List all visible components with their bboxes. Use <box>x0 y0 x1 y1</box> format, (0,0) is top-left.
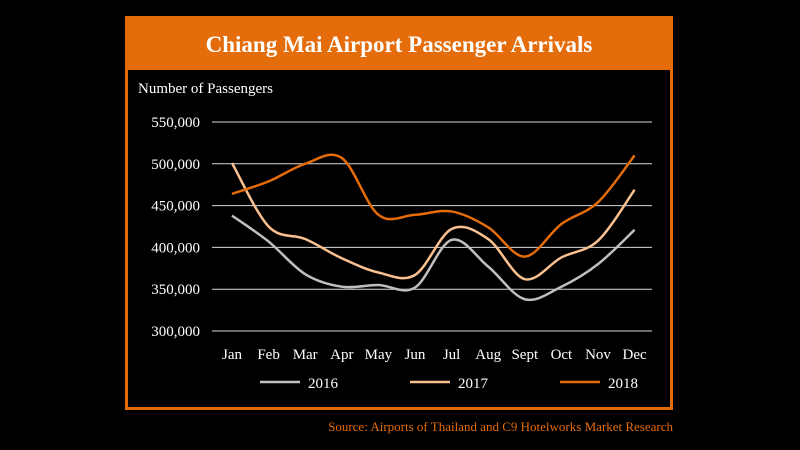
series-line-2016 <box>231 214 636 302</box>
x-tick-label: Jun <box>405 347 426 363</box>
y-tick-label: 550,000 <box>151 115 200 131</box>
legend-label-2017: 2017 <box>458 376 489 392</box>
y-tick-label: 400,000 <box>151 240 200 256</box>
x-tick-label: Aug <box>475 347 501 363</box>
x-tick-label: Mar <box>293 347 318 363</box>
legend-label-2016: 2016 <box>308 376 339 392</box>
x-tick-label: Apr <box>330 347 353 363</box>
legend-label-2018: 2018 <box>608 376 638 392</box>
y-tick-label: 500,000 <box>151 157 200 173</box>
x-tick-label: Dec <box>623 347 647 363</box>
y-tick-label: 350,000 <box>151 282 200 298</box>
x-tick-label: Jan <box>222 347 242 363</box>
x-tick-label: Oct <box>551 347 573 363</box>
source-note: Source: Airports of Thailand and C9 Hote… <box>328 419 673 434</box>
x-tick-label: May <box>365 347 393 363</box>
chart-title: Chiang Mai Airport Passenger Arrivals <box>128 19 670 70</box>
x-tick-label: Feb <box>257 347 280 363</box>
x-tick-label: Nov <box>585 347 611 363</box>
x-tick-label: Sept <box>511 347 539 363</box>
y-tick-label: 450,000 <box>151 199 200 215</box>
y-tick-label: 300,000 <box>151 324 200 340</box>
series-line-2017 <box>230 162 636 281</box>
y-axis-label: Number of Passengers <box>138 81 273 97</box>
x-tick-label: Jul <box>443 347 461 363</box>
series-line-2018 <box>231 153 636 258</box>
